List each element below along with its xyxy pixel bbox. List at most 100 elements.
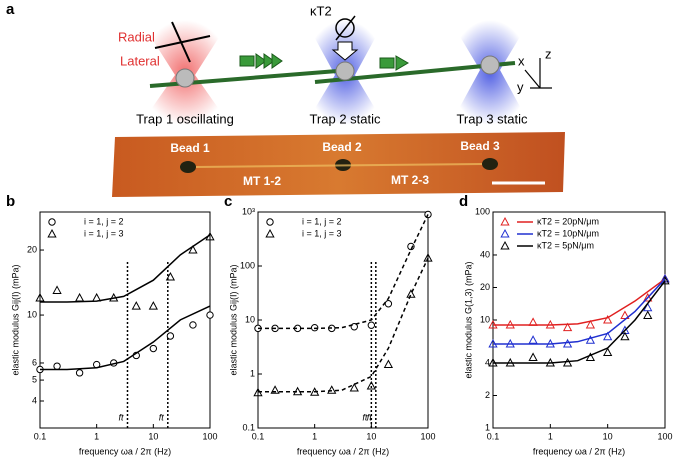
panel-label: d [459, 193, 468, 210]
trap-label: Trap 1 oscillating [136, 111, 234, 126]
y-tick-label: 10 [480, 314, 490, 324]
data-point [406, 289, 416, 298]
data-point [188, 244, 198, 254]
y-tick-label: 40 [480, 249, 490, 259]
data-point [75, 369, 84, 377]
fit-line [258, 214, 429, 330]
spring-symbol [335, 15, 356, 41]
bead [335, 61, 355, 81]
trap-label: Trap 2 static [309, 111, 381, 126]
y-tick-label: 1 [250, 368, 255, 378]
data-point [643, 310, 653, 320]
legend-label: i = 1, j = 2 [302, 216, 342, 226]
bead [480, 55, 500, 75]
x-axis-label: frequency ωa / 2π (Hz) [297, 446, 389, 456]
data-point [603, 314, 613, 324]
data-point [643, 292, 653, 302]
axis-name: z [545, 46, 552, 61]
data-point [562, 322, 573, 332]
data-point [528, 335, 538, 344]
plot-frame [257, 211, 429, 429]
y-tick-label: 100 [240, 260, 255, 270]
y-tick-label: 20 [480, 282, 490, 292]
threshold-label: ft [362, 412, 368, 422]
y-tick-label: 10 [245, 314, 255, 324]
y-tick-label: 6 [32, 357, 37, 367]
x-tick-label: 100 [202, 431, 217, 441]
fit-line [258, 257, 429, 393]
y-axis-label: elastic modulus Gij(I) (mPa) [228, 264, 238, 375]
data-point [383, 359, 394, 368]
oscillation-arrow [154, 35, 211, 49]
bead-image [482, 158, 498, 170]
data-point [206, 311, 214, 319]
data-point [166, 332, 175, 340]
mt-label: MT 1-2 [243, 174, 281, 188]
data-point [585, 319, 596, 329]
legend-marker [500, 240, 510, 250]
y-tick-label: 2 [485, 390, 490, 400]
legend-marker [48, 218, 56, 226]
x-tick-label: 10 [148, 431, 158, 441]
trap-label: Trap 3 static [456, 111, 528, 126]
fit-line [40, 305, 211, 371]
mt-label: MT 2-3 [391, 173, 429, 187]
data-point [270, 385, 280, 394]
x-tick-label: 1 [94, 431, 99, 441]
data-point [423, 253, 433, 262]
panel-label: c [224, 193, 232, 210]
data-point [165, 271, 176, 281]
data-point [384, 300, 393, 308]
y-tick-label: 4 [485, 357, 490, 367]
data-point [585, 352, 596, 361]
label: Lateral [120, 53, 160, 68]
data-point [149, 344, 158, 353]
data-point [349, 382, 359, 392]
threshold-label: ft [367, 412, 373, 422]
bead-label: Bead 2 [322, 140, 362, 154]
data-point [585, 335, 596, 344]
data-point [53, 362, 61, 370]
legend-label: κT2 = 20pN/μm [537, 216, 599, 226]
y-axis-label: elastic modulus Gij(I) (mPa) [10, 264, 20, 375]
bead-label: Bead 3 [460, 139, 500, 153]
legend-marker [266, 218, 274, 226]
legend-marker [500, 216, 510, 226]
y-tick-label: 10³ [242, 206, 255, 216]
legend-label: i = 1, j = 3 [302, 228, 342, 238]
y-axis-label: elastic modulus G(1,3) (mPa) [463, 261, 473, 378]
data-point [366, 380, 376, 390]
x-tick-label: 0.1 [34, 431, 47, 441]
x-tick-label: 100 [657, 431, 672, 441]
panel-label: a [6, 1, 15, 18]
legend-label: κT2 = 10pN/μm [537, 228, 599, 238]
x-tick-label: 10 [603, 431, 613, 441]
oscillation-arrow [171, 21, 191, 63]
x-axis-label: frequency ωa / 2π (Hz) [79, 446, 171, 456]
x-tick-label: 10 [366, 431, 376, 441]
y-tick-label: 100 [475, 206, 490, 216]
fit-line [493, 278, 666, 326]
panel-label: b [6, 193, 15, 210]
data-point [74, 292, 85, 302]
x-tick-label: 1 [548, 431, 553, 441]
y-tick-label: 1 [485, 422, 490, 432]
arrow [331, 41, 359, 61]
charts: b 0.1 1 10 100 4 5 6 10 20 frequency ωa / 2π (Hz) e… [6, 193, 673, 456]
y-tick-label: 4 [32, 395, 37, 405]
coordinate-axes [524, 58, 552, 89]
bead [175, 68, 195, 88]
threshold-label: ft [159, 412, 165, 422]
data-point [131, 301, 141, 310]
spring-symbol [335, 18, 355, 38]
bead-label: Bead 1 [170, 141, 210, 155]
data-point [620, 331, 630, 341]
legend-marker [265, 228, 275, 238]
y-tick-label: 5 [32, 374, 37, 384]
y-tick-label: 0.1 [242, 422, 255, 432]
data-point [35, 292, 45, 302]
bead-image [180, 161, 196, 173]
data-point [367, 321, 376, 329]
data-point [52, 285, 62, 294]
